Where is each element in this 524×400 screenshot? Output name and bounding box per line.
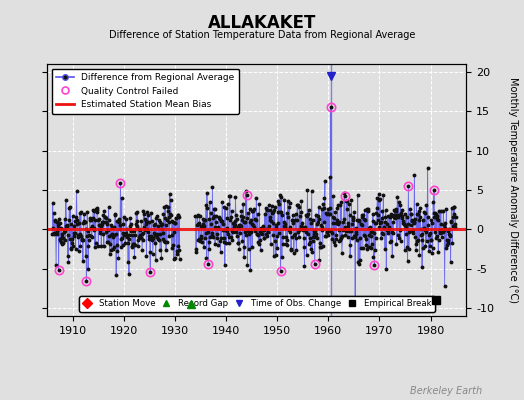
Y-axis label: Monthly Temperature Anomaly Difference (°C): Monthly Temperature Anomaly Difference (…	[508, 77, 518, 303]
Text: Difference of Station Temperature Data from Regional Average: Difference of Station Temperature Data f…	[109, 30, 415, 40]
Text: Berkeley Earth: Berkeley Earth	[410, 386, 482, 396]
Text: ALLAKAKET: ALLAKAKET	[208, 14, 316, 32]
Legend: Station Move, Record Gap, Time of Obs. Change, Empirical Break: Station Move, Record Gap, Time of Obs. C…	[79, 296, 435, 312]
